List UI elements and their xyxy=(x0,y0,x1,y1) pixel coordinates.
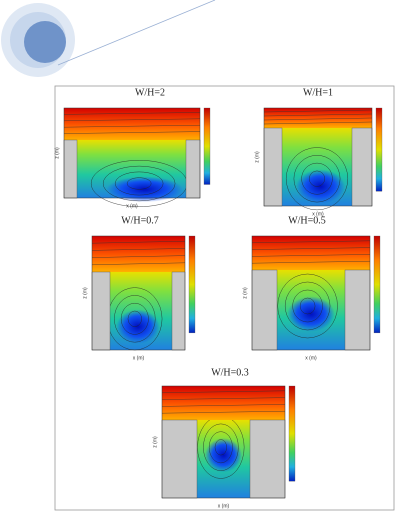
vortex-core xyxy=(204,437,243,473)
streamline xyxy=(284,281,331,331)
streamline xyxy=(91,262,186,265)
streamline xyxy=(161,390,286,393)
figure-panel: W/H=1 x (m) z (m) xyxy=(254,87,383,217)
wall xyxy=(171,271,186,351)
streamline xyxy=(91,241,186,244)
wall xyxy=(263,127,283,207)
color-bar xyxy=(375,107,383,192)
streamline xyxy=(114,171,164,196)
y-axis-label: z (m) xyxy=(254,151,260,163)
streamline xyxy=(63,112,201,115)
x-axis-label: x (m) xyxy=(133,355,145,361)
plot-border xyxy=(91,235,186,351)
x-axis-label: x (m) xyxy=(305,355,317,361)
streamline xyxy=(114,295,156,343)
wall xyxy=(185,139,201,199)
figure-frame xyxy=(54,85,395,511)
streamline xyxy=(286,147,349,211)
streamline xyxy=(161,397,286,400)
panels: W/H=2 x (m) z (m) W/H=1 x (m) z (m) W/H=0.7 x (… xyxy=(54,87,383,509)
plot-border xyxy=(251,235,371,351)
vortex-core xyxy=(296,169,345,204)
streamline xyxy=(292,289,323,323)
x-axis-label: x (m) xyxy=(126,203,138,209)
streamline xyxy=(63,118,201,121)
wall xyxy=(249,419,286,499)
y-axis-label: z (m) xyxy=(152,436,158,448)
streamline xyxy=(63,125,201,128)
streamline xyxy=(208,431,233,464)
streamline xyxy=(293,155,341,203)
color-bar xyxy=(203,107,211,185)
plot-border xyxy=(263,107,373,207)
wall xyxy=(344,269,371,351)
figure-title: W/H=0.5 xyxy=(288,215,326,226)
streamline xyxy=(309,170,325,187)
figure-title: W/H=1 xyxy=(303,87,333,98)
streamline xyxy=(277,273,338,339)
wall xyxy=(161,419,198,499)
vortex-core xyxy=(116,309,160,344)
y-axis-label: z (m) xyxy=(82,287,88,299)
wall xyxy=(91,271,111,351)
vortex-core xyxy=(106,176,183,203)
streamline xyxy=(126,177,152,190)
streamline xyxy=(161,411,286,414)
color-bar xyxy=(373,235,381,334)
streamline xyxy=(91,255,186,258)
x-axis-label: x (m) xyxy=(312,211,324,217)
streamline xyxy=(299,297,316,315)
figure-panel: W/H=0.3 x (m) z (m) xyxy=(152,367,296,509)
figure-panel: W/H=2 x (m) z (m) xyxy=(54,87,211,209)
streamline xyxy=(263,117,373,121)
figure-title: W/H=0.7 xyxy=(121,215,159,226)
wall xyxy=(351,127,373,207)
y-axis-label: z (m) xyxy=(242,287,248,299)
streamline xyxy=(127,310,142,327)
figure-panel: W/H=0.7 x (m) z (m) xyxy=(82,215,196,361)
figure-panel: W/H=0.5 x (m) z (m) xyxy=(242,215,381,361)
streamline xyxy=(263,121,373,125)
streamline xyxy=(263,113,373,117)
wall xyxy=(251,269,278,351)
streamline xyxy=(102,165,176,202)
streamline xyxy=(251,254,371,257)
x-axis-label: x (m) xyxy=(218,503,230,509)
y-axis-label: z (m) xyxy=(54,147,60,159)
wall xyxy=(63,139,78,199)
streamline xyxy=(301,162,333,195)
flow-band xyxy=(264,108,372,128)
streamline xyxy=(263,109,373,113)
header-decoration xyxy=(1,0,216,77)
plot-border xyxy=(63,107,201,199)
streamline xyxy=(63,131,201,134)
streamline xyxy=(91,248,186,251)
streamline xyxy=(161,404,286,407)
streamline xyxy=(214,439,227,456)
streamline xyxy=(120,302,149,335)
plot-border xyxy=(161,385,286,499)
streamline xyxy=(251,240,371,243)
color-bar xyxy=(188,235,196,334)
streamline xyxy=(251,247,371,250)
streamline xyxy=(203,423,239,471)
figure-title: W/H=0.3 xyxy=(211,367,249,378)
streamline xyxy=(251,261,371,264)
figure-title: W/H=2 xyxy=(135,87,165,98)
color-bar xyxy=(288,385,296,482)
vortex-core xyxy=(287,296,335,332)
